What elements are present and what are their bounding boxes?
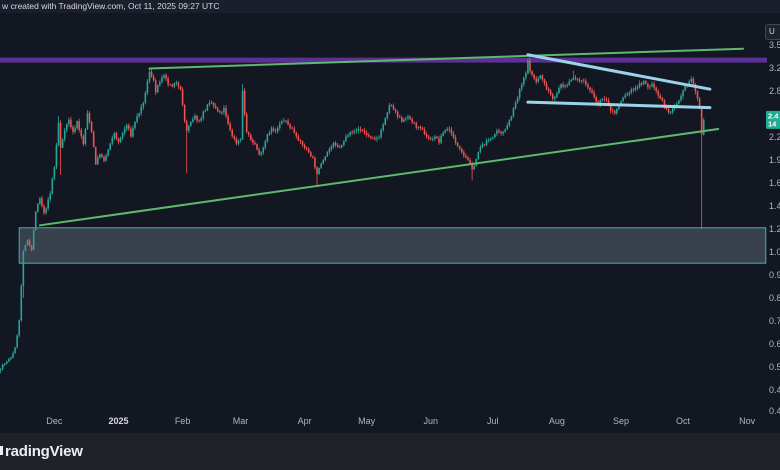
price-tick-label: 0.7 — [769, 316, 780, 326]
tradingview-logo-cut-mark — [0, 446, 3, 455]
time-tick-label: May — [358, 416, 376, 426]
svg-text:2.4: 2.4 — [768, 111, 779, 120]
attribution-text: w created with TradingView.com, Oct 11, … — [2, 1, 220, 11]
price-tick-label: 0.6 — [769, 339, 780, 349]
time-tick-label: Mar — [233, 416, 249, 426]
cyan-descending-trendline[interactable] — [526, 53, 712, 91]
tradingview-brand-text: radingView — [5, 443, 83, 460]
time-tick-label: Feb — [175, 416, 191, 426]
time-tick-label: Jul — [487, 416, 499, 426]
upper-green-trendline[interactable] — [148, 47, 745, 70]
time-tick-label: Dec — [46, 416, 63, 426]
attribution-bar: w created with TradingView.com, Oct 11, … — [0, 0, 780, 13]
price-tick-label: 1.2 — [769, 224, 780, 234]
price-tick-label: 3.2 — [769, 63, 780, 73]
time-tick-label: Apr — [298, 416, 312, 426]
price-tick-label: 0.45 — [769, 385, 780, 395]
price-tick-label: 1.0 — [769, 247, 780, 257]
svg-text:14: 14 — [768, 119, 777, 128]
support-zone[interactable] — [18, 227, 767, 264]
candles-layer — [0, 56, 705, 374]
time-tick-label: Jun — [423, 416, 438, 426]
utc-button[interactable]: U — [765, 24, 780, 40]
time-tick-label: Oct — [676, 416, 691, 426]
utc-button-label: U — [769, 27, 775, 36]
time-tick-label: 2025 — [108, 416, 128, 426]
price-tick-label: 0.8 — [769, 293, 780, 303]
time-tick-label: Nov — [739, 416, 756, 426]
price-tick-label: 2.2 — [769, 132, 780, 142]
tradingview-logo[interactable]: radingView — [0, 443, 83, 460]
price-tick-label: 1.6 — [769, 178, 780, 188]
price-tick-label: 1.9 — [769, 155, 780, 165]
time-tick-label: Sep — [613, 416, 629, 426]
lower-green-trendline[interactable] — [38, 128, 720, 227]
price-tick-label: 0.9 — [769, 270, 780, 280]
price-tick-label: 0.4 — [769, 406, 780, 416]
price-tick-label: 2.8 — [769, 86, 780, 96]
time-axis[interactable]: Dec 2025 Feb Mar Apr May Jun Jul Aug Sep Oct Nov — [46, 416, 755, 426]
price-axis[interactable]: 3.5 3.2 2.8 2.2 1.9 1.6 1.4 1.2 1.0 0.9 0.8 0.7 0.6 0… — [769, 40, 780, 416]
price-tick-label: 0.5 — [769, 362, 780, 372]
footer-bar: radingView — [0, 432, 780, 470]
cyan-support-line[interactable] — [526, 100, 712, 110]
price-tick-label: 3.5 — [769, 40, 780, 50]
price-tick-label: 1.4 — [769, 201, 780, 211]
last-price-badge: 2.414 — [766, 110, 780, 129]
time-tick-label: Aug — [549, 416, 565, 426]
